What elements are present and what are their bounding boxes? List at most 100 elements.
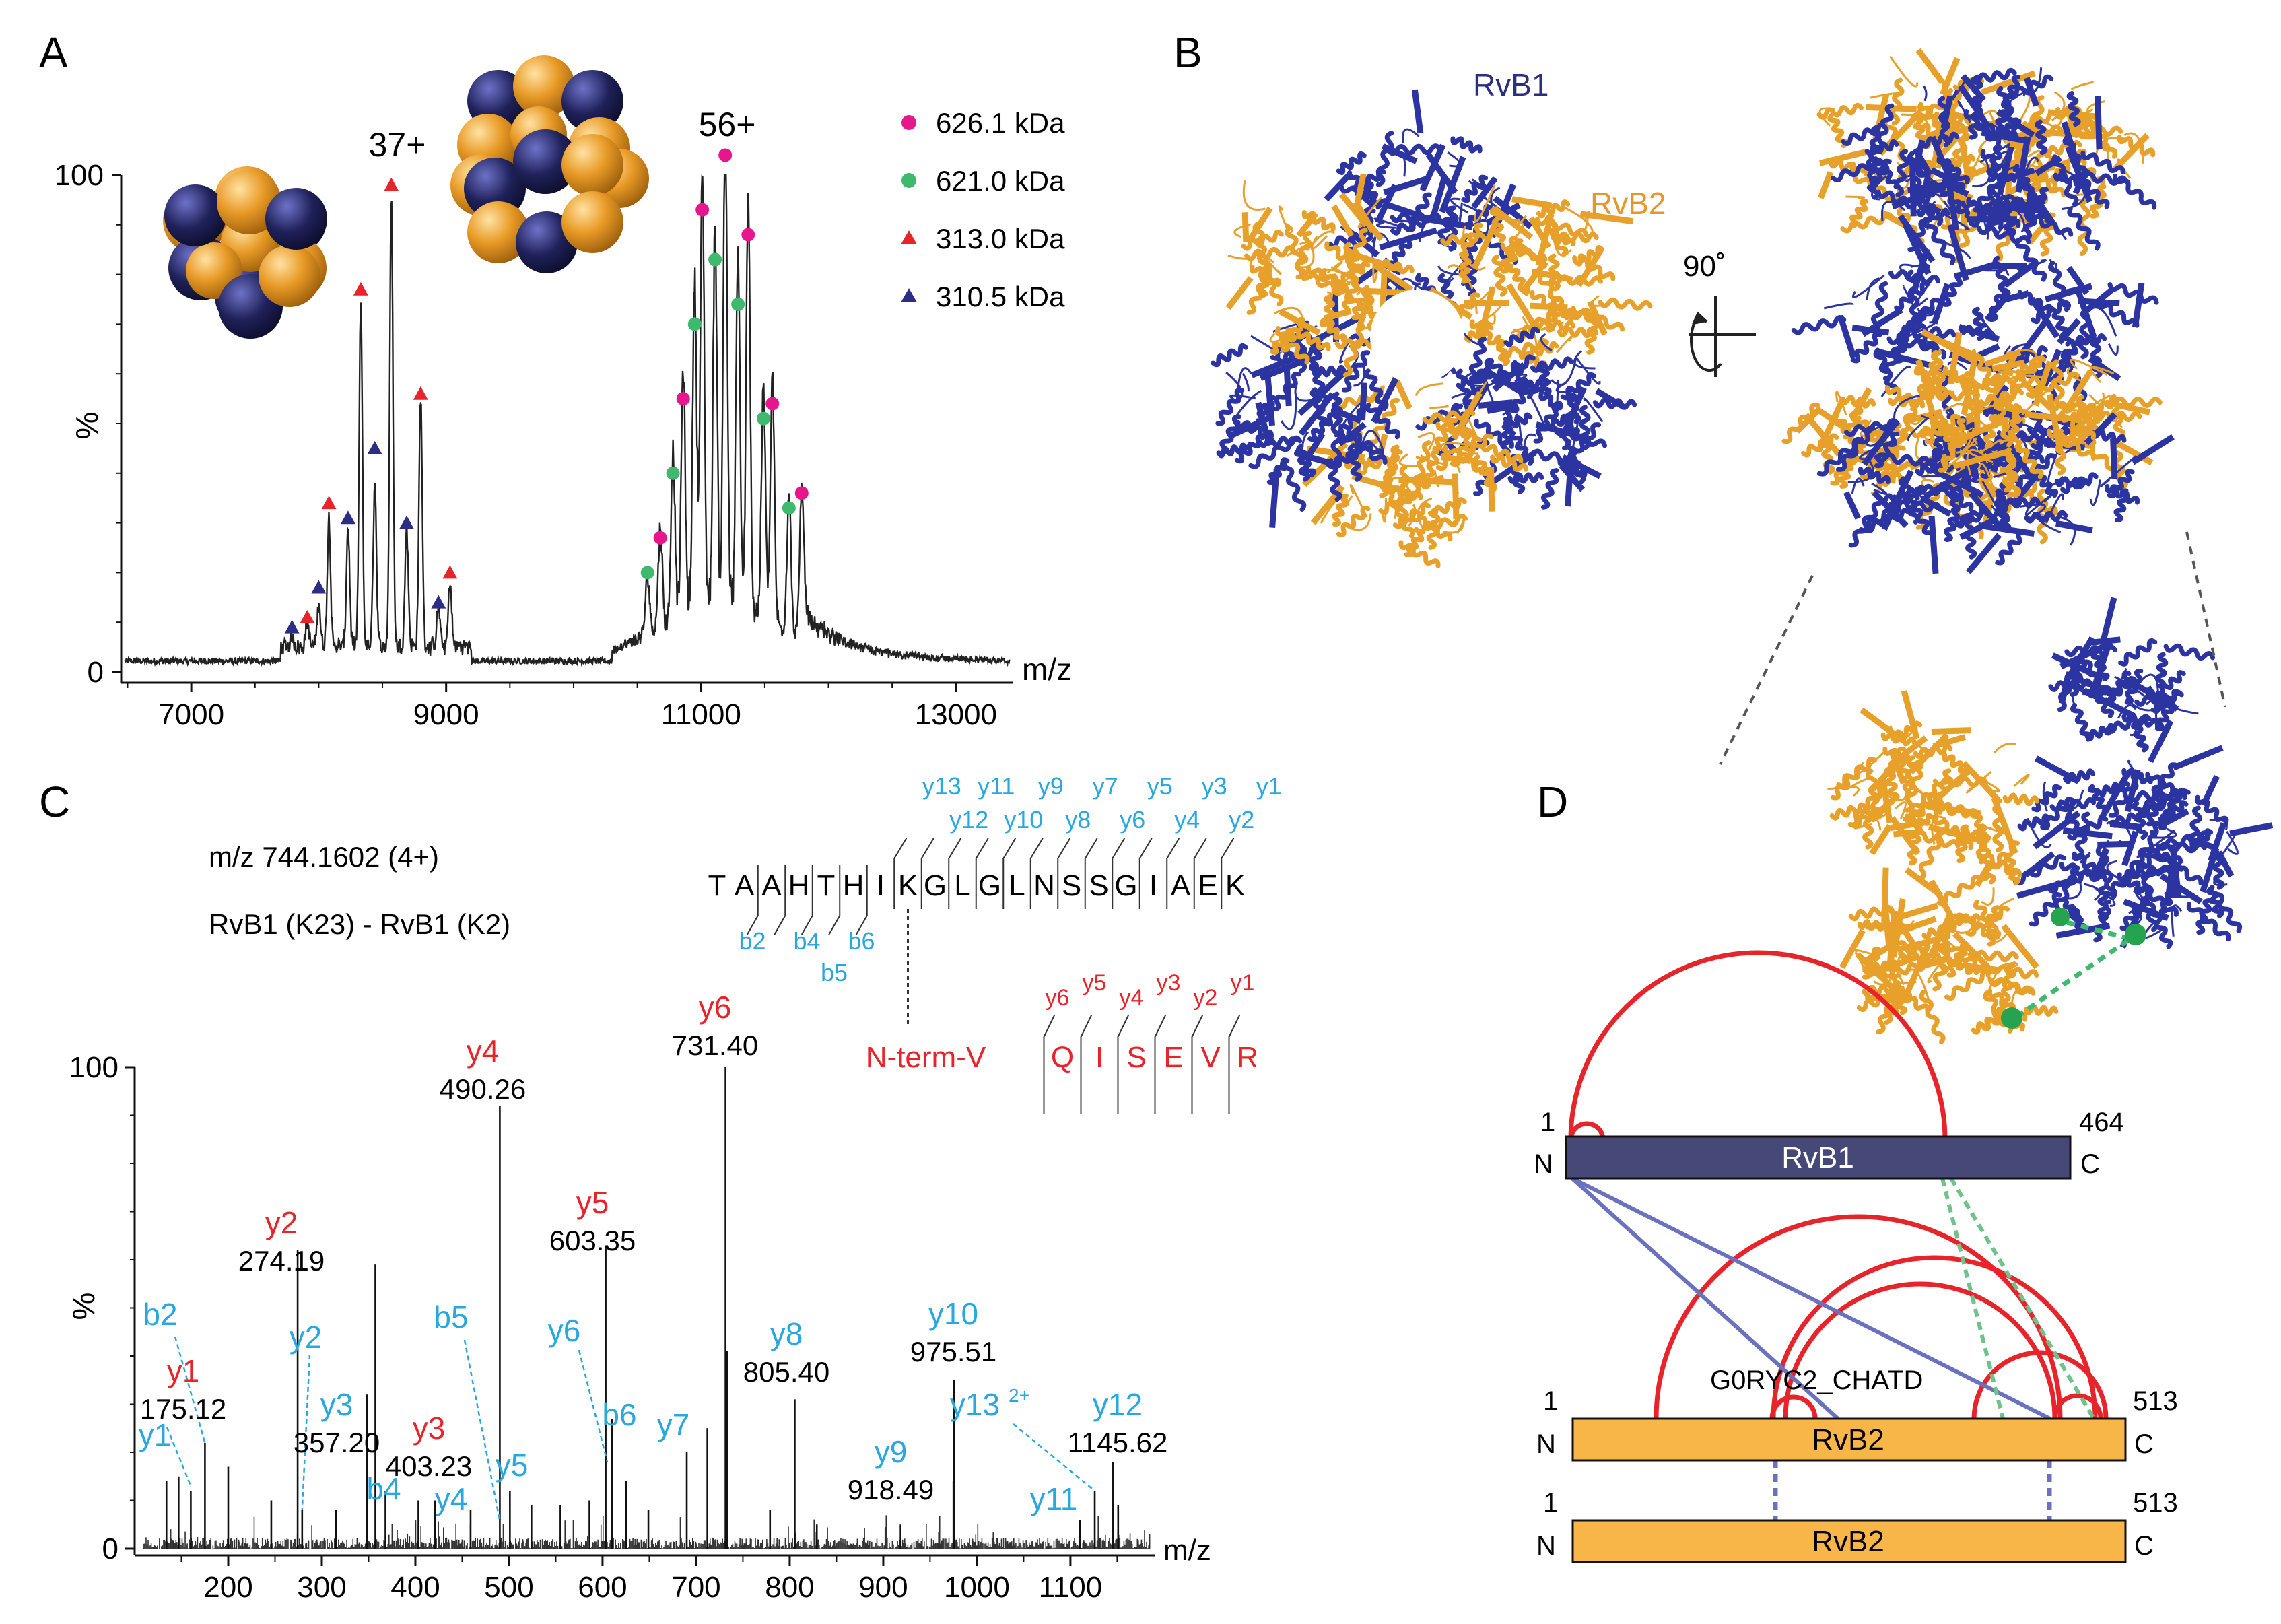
monomer-closeup-ribbon xyxy=(1827,597,2274,1045)
ion-mz-label: 274.19 xyxy=(238,1245,325,1277)
peptide-alpha-residue: A xyxy=(1171,869,1191,902)
panel-a-y-tick-label: 100 xyxy=(55,159,104,192)
y-fragment-label: y13 xyxy=(922,772,961,800)
panel-letter-c: C xyxy=(39,778,70,826)
ribbon-helix xyxy=(2062,768,2096,784)
peptide-beta-residue: Q xyxy=(1051,1041,1074,1074)
ribbon-loop xyxy=(1417,497,1433,529)
ribbon-strand xyxy=(2148,719,2174,764)
ion-mz-label: 731.40 xyxy=(672,1029,758,1061)
ribbon-loop xyxy=(1338,339,1351,364)
ribbon-loop xyxy=(1451,514,1466,535)
ribbon-loop xyxy=(1398,151,1406,177)
ribbon-loop xyxy=(1440,452,1461,473)
ribbon-loop xyxy=(1979,438,2002,453)
ribbon-helix xyxy=(1445,205,1459,252)
ribbon-loop xyxy=(2100,455,2137,487)
y-fragment-label: y9 xyxy=(1038,772,1064,800)
ribbon-helix xyxy=(1959,324,1993,339)
ribbon-loop xyxy=(2226,830,2239,855)
ribbon-loop xyxy=(1914,279,1933,308)
ribbon-loop xyxy=(1471,381,1488,410)
ribbon-helix xyxy=(1296,331,1331,351)
ribbon-helix xyxy=(2131,720,2149,753)
ribbon-helix xyxy=(2155,700,2175,731)
y-fragment-label: y12 xyxy=(949,806,988,834)
ribbon-helix xyxy=(1840,395,1876,409)
ribbon-helix xyxy=(1545,298,1561,333)
ion-leader-line xyxy=(578,1349,609,1462)
panel-a-peak-markers xyxy=(284,148,809,634)
ribbon-loop xyxy=(2027,149,2041,166)
beta-y-fragment-label: y1 xyxy=(1231,970,1255,996)
peptide-alpha-residue: I xyxy=(877,869,885,902)
ribbon-strand xyxy=(1493,195,1533,230)
ribbon-helix xyxy=(1557,326,1599,339)
ribbon-loop xyxy=(2130,726,2138,737)
ribbon-strand xyxy=(2110,438,2118,479)
ribbon-loop xyxy=(2089,479,2101,506)
ribbon-helix xyxy=(1347,443,1363,482)
ribbon-strand xyxy=(1412,213,1473,230)
peptide-alpha-residue: T xyxy=(817,869,836,902)
ribbon-helix xyxy=(1979,387,2024,407)
ribbon-loop xyxy=(1907,416,1930,442)
ribbon-helix xyxy=(1269,327,1295,355)
ribbon-loop xyxy=(1429,405,1449,409)
panel-a-x-tick-label: 11000 xyxy=(661,698,741,731)
b-fragment-label: b2 xyxy=(739,927,765,955)
ribbon-helix xyxy=(1500,337,1549,360)
panel-c-y-tick-label: 100 xyxy=(69,1051,118,1084)
ion-label: y2 xyxy=(290,1320,322,1355)
ribbon-strand xyxy=(1488,467,1495,512)
b-fragment-label: b4 xyxy=(793,927,820,955)
ribbon-helix xyxy=(1966,196,2004,230)
peptide-alpha-residue: L xyxy=(1009,869,1025,902)
peak-marker-circle xyxy=(765,397,780,411)
ribbon-helix xyxy=(2093,899,2112,943)
beta-y-fragment-tick xyxy=(1043,1014,1056,1114)
ribbon-helix xyxy=(1829,802,1868,821)
ribbon-loop xyxy=(1420,454,1448,465)
ribbon-helix xyxy=(2056,341,2080,373)
ribbon-strand xyxy=(2055,922,2111,939)
charge-state-56: 56+ xyxy=(699,106,756,143)
ribbon-strand xyxy=(2169,844,2182,899)
ribbon-loop xyxy=(1942,402,1963,412)
ribbon-helix xyxy=(1565,439,1586,485)
panel-c-x-tick-label: 200 xyxy=(203,1571,252,1604)
y-fragment-label: y1 xyxy=(1256,772,1282,800)
ribbon-helix xyxy=(2031,784,2062,813)
peptide-alpha-residue: L xyxy=(954,869,970,902)
ribbon-strand xyxy=(1982,407,2013,419)
ribbon-strand xyxy=(1891,898,1906,958)
peak-marker-circle xyxy=(676,392,690,406)
ribbon-helix xyxy=(1464,323,1494,343)
ribbon-loop xyxy=(1965,770,1992,794)
ion-label: y4 xyxy=(467,1034,500,1069)
ribbon-strand xyxy=(1794,405,1823,434)
ribbon-strand xyxy=(1383,175,1430,195)
ribbon-loop xyxy=(1233,223,1251,238)
ribbon-loop xyxy=(1928,368,1942,396)
ribbon-helix xyxy=(2076,174,2110,209)
ribbon-loop xyxy=(1241,372,1250,392)
peptide-alpha-residue: H xyxy=(788,869,810,902)
ribbon-helix xyxy=(1866,158,1892,191)
ribbon-helix xyxy=(2090,429,2127,444)
legend-entry-label: 310.5 kDa xyxy=(936,281,1065,312)
ribbon-loop xyxy=(2148,827,2177,839)
ribbon-helix xyxy=(2029,891,2062,927)
ribbon-helix xyxy=(1365,402,1400,440)
ribbon-loop xyxy=(1955,427,1975,454)
peak-marker-circle xyxy=(708,252,722,267)
panel-letter-d: D xyxy=(1537,778,1568,826)
peak-marker-circle xyxy=(687,317,702,331)
ribbon-loop xyxy=(1468,296,1478,314)
ion-leader-line xyxy=(174,1336,206,1444)
peptide-alpha-residue: G xyxy=(1114,869,1137,902)
ribbon-helix xyxy=(1307,412,1336,442)
ribbon-helix xyxy=(1843,418,1900,438)
ribbon-loop xyxy=(1845,195,1866,200)
ribbon-loop xyxy=(1943,213,1970,231)
